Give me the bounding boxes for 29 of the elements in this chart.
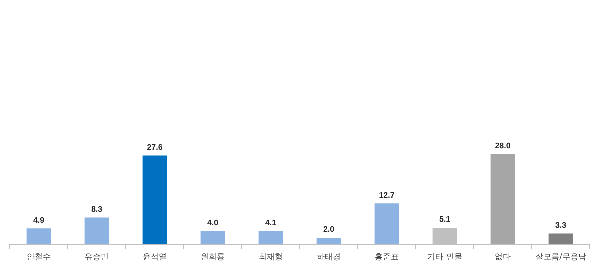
data-label: 4.9 bbox=[33, 216, 46, 225]
data-label: 5.1 bbox=[439, 215, 452, 224]
bar bbox=[258, 231, 284, 244]
bar bbox=[548, 234, 574, 244]
bar bbox=[374, 204, 400, 244]
x-tick-label: 안철수 bbox=[27, 252, 51, 262]
x-tick-label: 하태경 bbox=[317, 252, 341, 262]
data-label: 28.0 bbox=[495, 142, 512, 151]
x-tick-label: 윤석열 bbox=[143, 252, 167, 262]
data-label: 2.0 bbox=[323, 225, 336, 234]
data-label: 8.3 bbox=[91, 204, 104, 214]
x-tick-label: 없다 bbox=[495, 252, 511, 262]
data-label: 4.1 bbox=[265, 218, 278, 228]
bar bbox=[84, 218, 110, 244]
x-tick-label: 유승민 bbox=[85, 252, 109, 262]
x-tick-label: 잘모름/무응답 bbox=[536, 252, 586, 262]
x-tick-label: 기타 인물 bbox=[428, 252, 462, 262]
bar bbox=[490, 154, 516, 244]
bar bbox=[200, 232, 226, 244]
data-label: 4.0 bbox=[207, 218, 220, 228]
bar bbox=[26, 228, 52, 244]
x-tick-label: 원희룡 bbox=[201, 252, 225, 262]
x-tick-label: 홍준표 bbox=[375, 252, 399, 262]
x-tick-label: 최재형 bbox=[259, 252, 283, 262]
data-label: 3.3 bbox=[555, 221, 568, 230]
bar bbox=[142, 156, 168, 244]
data-label: 12.7 bbox=[379, 190, 396, 200]
data-label: 27.6 bbox=[147, 142, 164, 152]
bar bbox=[316, 238, 342, 244]
